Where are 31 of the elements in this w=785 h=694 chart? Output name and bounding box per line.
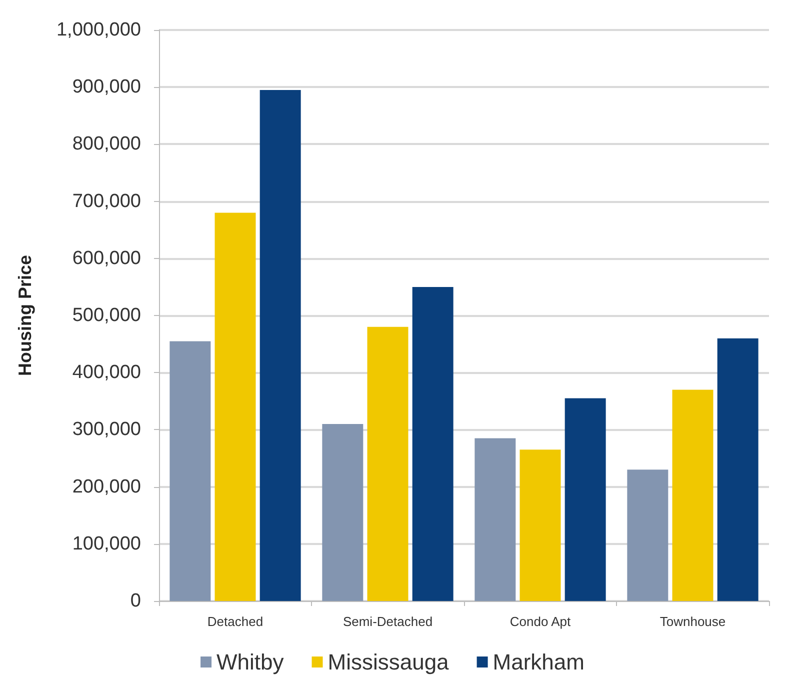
y-tick-label: 0 bbox=[130, 590, 141, 612]
y-tick-label: 500,000 bbox=[72, 305, 141, 326]
y-tick-label: 900,000 bbox=[72, 76, 141, 98]
y-tick-label: 1,000,000 bbox=[56, 20, 141, 40]
y-tick-label: 700,000 bbox=[72, 190, 141, 212]
y-tick-label: 200,000 bbox=[72, 476, 141, 498]
y-tick-label: 300,000 bbox=[72, 419, 141, 440]
bar bbox=[214, 212, 256, 601]
bar bbox=[717, 338, 758, 601]
bar bbox=[170, 341, 211, 601]
bar bbox=[260, 90, 301, 601]
legend-label: Whitby bbox=[216, 650, 284, 674]
bar bbox=[322, 424, 364, 601]
y-tick-label: 600,000 bbox=[72, 248, 141, 269]
x-tick-label: Townhouse bbox=[660, 614, 726, 629]
bar bbox=[367, 326, 408, 601]
y-tick-label: 800,000 bbox=[72, 134, 141, 155]
y-tick-label: 400,000 bbox=[72, 362, 141, 384]
legend-label: Markham bbox=[492, 650, 584, 674]
y-axis-title: Housing Price bbox=[15, 254, 35, 376]
x-tick-label: Semi-Detached bbox=[342, 614, 433, 629]
y-tick-label: 100,000 bbox=[72, 533, 141, 554]
bar bbox=[672, 390, 714, 601]
legend-label: Mississauga bbox=[328, 650, 450, 674]
x-tick-label: Condo Apt bbox=[510, 614, 571, 629]
bar bbox=[564, 398, 606, 601]
bar bbox=[474, 438, 516, 601]
bar bbox=[520, 450, 561, 601]
bar bbox=[627, 470, 668, 601]
bar bbox=[412, 286, 454, 601]
x-tick-label: Detached bbox=[207, 614, 264, 629]
